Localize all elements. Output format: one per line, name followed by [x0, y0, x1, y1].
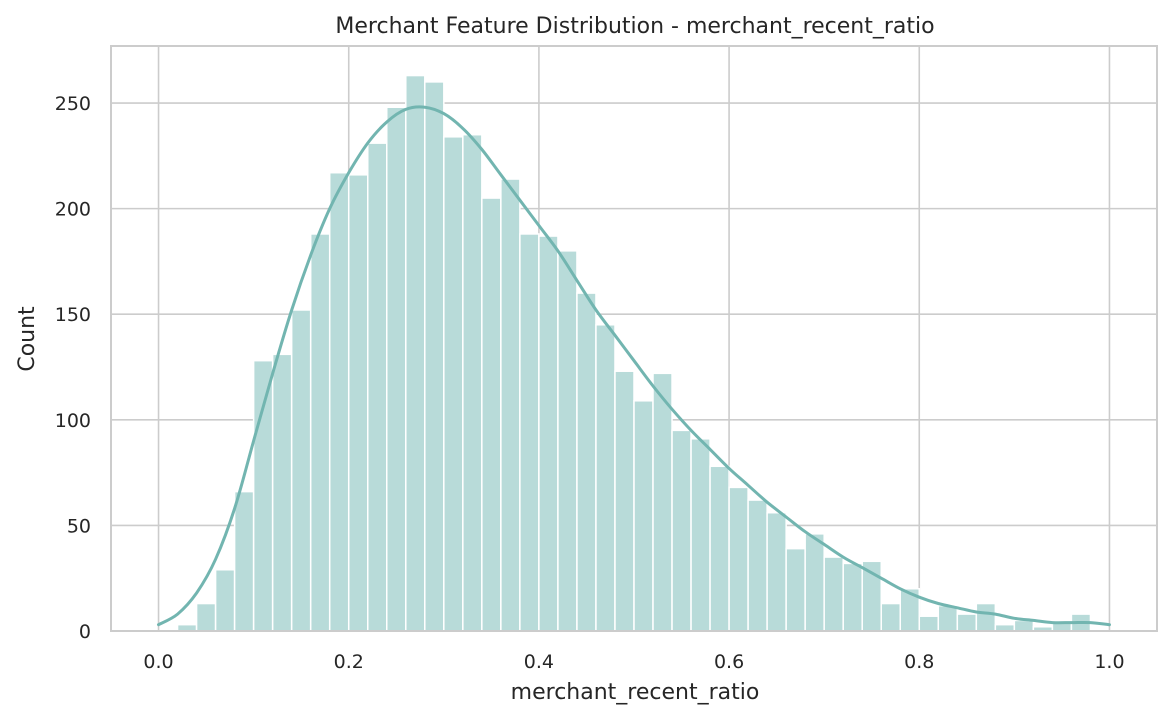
histogram-bar [347, 174, 369, 632]
histogram-bar [195, 602, 217, 632]
x-tick-label: 0.2 [334, 651, 364, 673]
histogram-bar [290, 309, 312, 632]
histogram-bar [405, 74, 426, 632]
histogram-bar [975, 602, 997, 632]
x-tick-label: 0.0 [143, 651, 173, 673]
histogram-bar [214, 569, 236, 632]
y-tick-label: 50 [67, 515, 91, 537]
y-tick-label: 200 [55, 199, 91, 221]
histogram-bar [690, 438, 711, 632]
histogram-bar [519, 233, 540, 632]
histogram-bar [614, 370, 635, 632]
histogram-bar [918, 615, 940, 632]
y-tick-label: 250 [55, 93, 91, 115]
histogram-bar [823, 556, 844, 632]
histogram-bar [309, 233, 331, 632]
chart-title: Merchant Feature Distribution - merchant… [335, 14, 934, 39]
x-tick-label: 1.0 [1094, 651, 1124, 673]
x-axis-ticks: 0.0 0.2 0.4 0.6 0.8 1.0 [143, 651, 1124, 673]
histogram-bar [595, 324, 616, 632]
histogram-bar [652, 372, 673, 632]
x-tick-label: 0.4 [524, 651, 554, 673]
x-tick-label: 0.8 [904, 651, 934, 673]
histogram-bar [233, 490, 255, 632]
histogram-bar [633, 400, 654, 632]
histogram-bar [500, 178, 521, 632]
histogram-bar [386, 106, 407, 632]
histogram-bar [462, 133, 483, 632]
histogram-bar [709, 465, 730, 632]
histogram-bar [271, 353, 293, 632]
histogram-bar [424, 81, 445, 632]
histogram-bar [328, 171, 350, 632]
histogram-bar [576, 292, 597, 632]
histogram-bar [785, 547, 806, 632]
y-axis-title: Count [15, 306, 40, 372]
histogram-bar [766, 511, 787, 632]
y-axis-ticks: 0 50 100 150 200 250 [55, 93, 91, 643]
y-tick-label: 150 [55, 304, 91, 326]
histogram-bar [252, 359, 274, 632]
kde-curve [157, 105, 1111, 627]
histogram-bar [1013, 619, 1035, 632]
histogram-bar [366, 142, 388, 632]
histogram-bars [176, 74, 1092, 632]
histogram-bar [557, 250, 578, 632]
histogram-bar [728, 486, 749, 632]
histogram-bar [481, 197, 502, 632]
y-tick-label: 100 [55, 410, 91, 432]
histogram-bar [880, 602, 902, 632]
histogram-bar [747, 499, 768, 632]
histogram-bar [937, 604, 959, 632]
histogram-bar [842, 562, 863, 632]
x-axis-title: merchant_recent_ratio [511, 680, 760, 705]
plot-frame [110, 45, 1158, 632]
x-tick-label: 0.6 [714, 651, 744, 673]
histogram-bar [671, 429, 692, 632]
histogram-bar [804, 533, 825, 632]
histogram-bar [443, 136, 464, 632]
histogram-bar [956, 613, 978, 632]
histogram-bar [538, 235, 559, 632]
y-tick-label: 0 [79, 621, 91, 643]
